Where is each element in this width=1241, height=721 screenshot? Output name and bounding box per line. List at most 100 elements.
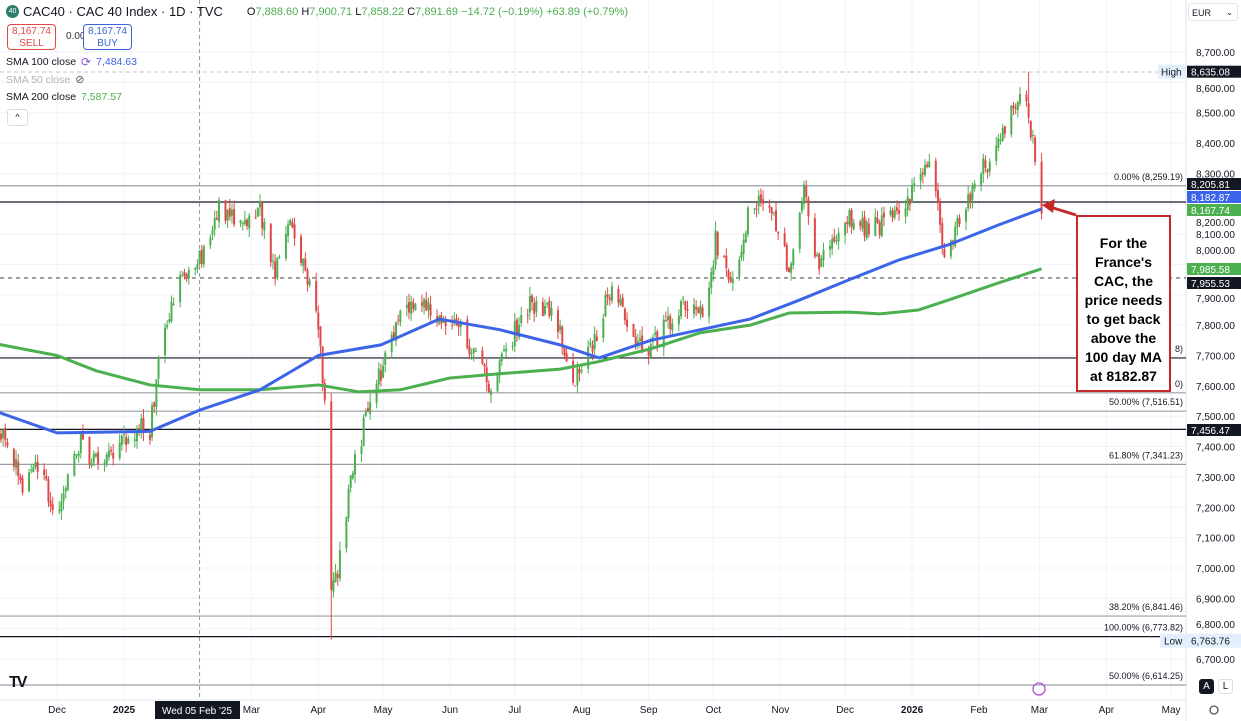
- level-price-tag: 7,955.53: [1191, 279, 1230, 290]
- candle-body: [710, 272, 713, 288]
- candle-body: [429, 304, 432, 316]
- candle-body: [289, 220, 292, 226]
- candle-body: [379, 370, 382, 381]
- buy-price: 8,167.74: [88, 26, 127, 37]
- sync-icon: ⟳: [81, 55, 92, 69]
- candle-body: [51, 504, 54, 511]
- y-tick-label: 8,400.00: [1196, 139, 1235, 150]
- candle-body: [405, 304, 408, 309]
- candle-body: [338, 550, 341, 579]
- candle-body: [956, 218, 959, 228]
- sell-button[interactable]: 8,167.74 SELL: [7, 24, 56, 50]
- y-tick-label: 7,400.00: [1196, 443, 1235, 454]
- candle-body: [559, 325, 562, 331]
- tradingview-logo[interactable]: TV: [9, 674, 28, 691]
- candle-body: [351, 473, 354, 479]
- candle-body: [723, 256, 726, 258]
- indicator-sma200[interactable]: SMA 200 close 7,587.57: [6, 91, 122, 103]
- candle-body: [364, 410, 367, 416]
- price-tag-bg: [1187, 191, 1241, 203]
- level-price-tag: 7,456.47: [1191, 426, 1230, 437]
- candle-body: [664, 320, 667, 322]
- price-tag-bg: [1187, 204, 1241, 216]
- symbol-title[interactable]: CAC40 · CAC 40 Index · 1D · TVC: [23, 4, 223, 19]
- high-price-tag: 8,635.08: [1191, 68, 1230, 79]
- candle-body: [472, 348, 475, 354]
- candle-body: [755, 208, 758, 210]
- candle-body: [278, 256, 281, 258]
- candle-body: [468, 346, 471, 355]
- candle-body: [846, 221, 849, 224]
- annotation-box[interactable]: For the France's CAC, the price needs to…: [1076, 215, 1171, 392]
- candle-body: [995, 145, 998, 161]
- candle-body: [360, 446, 363, 454]
- low-label: L: [355, 5, 362, 18]
- candle-body: [587, 346, 590, 369]
- candle-body: [738, 259, 741, 277]
- candle-body: [831, 238, 834, 249]
- candle-body: [112, 452, 115, 459]
- candle-body: [187, 269, 190, 279]
- log-scale-button[interactable]: L: [1218, 679, 1233, 694]
- buy-button[interactable]: 8,167.74 BUY: [83, 24, 132, 50]
- candle-body: [323, 382, 326, 401]
- low-label-bg: [1160, 633, 1241, 648]
- candle-body: [770, 207, 773, 214]
- candle-body: [243, 219, 246, 225]
- candle-body: [224, 200, 227, 221]
- candle-body: [980, 174, 983, 185]
- x-tick-label: 2025: [113, 705, 136, 716]
- y-tick-label: 7,900.00: [1196, 294, 1235, 305]
- x-tick-label: Aug: [573, 705, 591, 716]
- indicator-sma50[interactable]: SMA 50 close ⊘: [6, 73, 85, 87]
- y-tick-label: 7,200.00: [1196, 503, 1235, 514]
- candle-body: [606, 294, 609, 297]
- candle-body: [254, 217, 257, 219]
- candle-body: [852, 222, 855, 230]
- candle-body: [287, 224, 290, 237]
- currency-select[interactable]: EUR ⌄: [1188, 3, 1238, 21]
- candle-body: [565, 353, 568, 362]
- chevron-down-icon: ⌄: [1226, 8, 1233, 17]
- candle-body: [880, 215, 883, 237]
- candle-body: [792, 249, 795, 266]
- candle-body: [999, 139, 1002, 141]
- candle-body: [604, 295, 607, 317]
- candle-body: [414, 304, 417, 311]
- candle-body: [725, 255, 728, 269]
- eye-hidden-icon[interactable]: ⊘: [75, 74, 85, 86]
- candle-body: [634, 336, 637, 345]
- candle-body: [595, 336, 598, 341]
- candle-body: [148, 434, 151, 440]
- candle-body: [572, 360, 575, 383]
- collapse-legend-button[interactable]: ^: [7, 109, 28, 126]
- candle-body: [330, 401, 333, 590]
- candle-body: [366, 407, 369, 412]
- candle-body: [578, 369, 581, 374]
- candle-body: [520, 314, 523, 324]
- candle-body: [867, 223, 870, 235]
- candle-body: [79, 432, 82, 453]
- candle-body: [954, 226, 957, 247]
- crosshair-date-bg: [155, 701, 240, 719]
- candle-body: [714, 230, 717, 266]
- candle-body: [293, 224, 296, 239]
- candle-body: [362, 417, 365, 446]
- candle-body: [28, 472, 31, 492]
- candle-body: [209, 237, 212, 246]
- candle-body: [151, 405, 154, 438]
- candle-body: [230, 209, 233, 216]
- candle-body: [904, 208, 907, 217]
- candle-body: [712, 265, 715, 275]
- candle-body: [155, 379, 158, 407]
- candle-body: [647, 347, 650, 356]
- candle-body: [94, 453, 97, 457]
- ohlc-readout: O7,888.60 H7,900.71 L7,858.22 C7,891.69 …: [247, 6, 628, 18]
- auto-scale-button[interactable]: A: [1199, 679, 1214, 694]
- candle-body: [500, 353, 503, 361]
- candle-body: [444, 321, 447, 327]
- candle-body: [518, 325, 521, 338]
- indicator-sma100[interactable]: SMA 100 close ⟳ 7,484.63: [6, 55, 137, 69]
- candle-body: [12, 448, 15, 467]
